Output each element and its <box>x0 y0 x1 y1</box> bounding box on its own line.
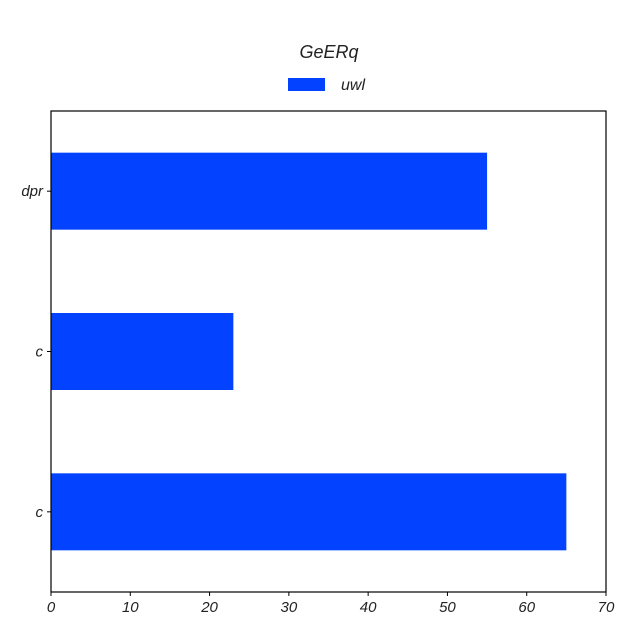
x-tick-label-2: 20 <box>200 599 218 616</box>
legend-label-uwl: uwl <box>341 77 365 94</box>
x-tick-label-3: 30 <box>281 599 298 616</box>
x-tick-label-6: 60 <box>518 599 535 616</box>
x-tick-label-4: 40 <box>360 599 377 616</box>
y-tick-label-1: c <box>36 344 44 361</box>
y-tick-label-0: dpr <box>21 183 44 200</box>
bar-1 <box>51 313 233 390</box>
bar-2 <box>51 473 566 550</box>
x-tick-label-0: 0 <box>47 599 56 616</box>
x-tick-label-1: 10 <box>122 599 139 616</box>
y-tick-label-2: c <box>36 504 44 521</box>
x-tick-label-5: 50 <box>439 599 456 616</box>
bar-0 <box>51 153 487 230</box>
chart-title: GeERq <box>299 42 358 62</box>
legend-swatch-uwl <box>288 78 325 91</box>
x-tick-label-7: 70 <box>598 599 615 616</box>
